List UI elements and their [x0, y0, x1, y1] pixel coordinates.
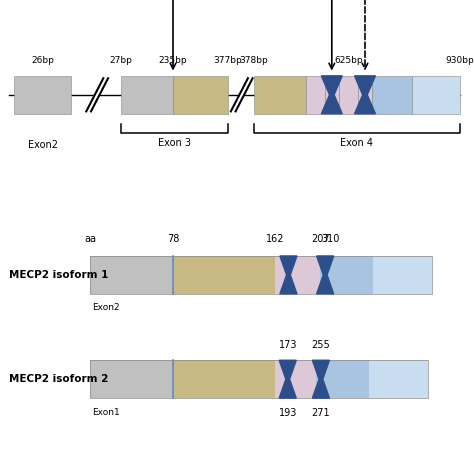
Bar — [320, 256, 330, 294]
Bar — [339, 76, 358, 114]
Text: 271: 271 — [311, 408, 330, 418]
Bar — [121, 76, 173, 114]
Text: 78: 78 — [167, 234, 179, 244]
Text: 255: 255 — [311, 340, 330, 350]
Text: MECP2 isoform 1: MECP2 isoform 1 — [9, 270, 109, 280]
Text: Exon 3: Exon 3 — [158, 138, 191, 148]
Bar — [90, 256, 173, 294]
Bar — [90, 360, 173, 398]
Text: 173: 173 — [278, 340, 297, 350]
Text: 235bp: 235bp — [159, 56, 187, 65]
Polygon shape — [317, 256, 334, 294]
Bar — [325, 76, 339, 114]
Bar — [326, 360, 369, 398]
Bar — [173, 256, 275, 294]
Bar — [306, 76, 325, 114]
Bar — [301, 360, 316, 398]
Text: 378bp: 378bp — [239, 56, 268, 65]
Text: Exon1: Exon1 — [92, 408, 120, 417]
Bar — [412, 76, 460, 114]
Text: 26bp: 26bp — [31, 56, 54, 65]
Polygon shape — [355, 76, 375, 114]
Bar — [302, 256, 320, 294]
Text: 310: 310 — [321, 234, 339, 244]
Bar — [254, 76, 306, 114]
Bar — [372, 76, 412, 114]
Text: Exon2: Exon2 — [27, 140, 58, 150]
Bar — [275, 360, 290, 398]
Bar — [275, 256, 292, 294]
Bar — [90, 360, 428, 398]
Bar — [90, 256, 432, 294]
Bar — [173, 76, 228, 114]
Text: 162: 162 — [265, 234, 284, 244]
Bar — [292, 256, 302, 294]
Text: 930bp: 930bp — [446, 56, 474, 65]
Text: 377bp: 377bp — [213, 56, 242, 65]
Bar — [373, 256, 432, 294]
Polygon shape — [280, 256, 297, 294]
Text: Exon 4: Exon 4 — [340, 138, 373, 148]
Text: 625bp: 625bp — [334, 56, 363, 65]
Text: 27bp: 27bp — [109, 56, 132, 65]
Bar — [316, 360, 326, 398]
Text: MECP2 isoform 2: MECP2 isoform 2 — [9, 374, 109, 384]
Text: Exon2: Exon2 — [92, 303, 120, 312]
Text: 193: 193 — [279, 408, 297, 418]
Bar — [173, 360, 275, 398]
Text: aa: aa — [84, 234, 96, 244]
Polygon shape — [279, 360, 296, 398]
Polygon shape — [312, 360, 329, 398]
Bar — [358, 76, 372, 114]
Polygon shape — [321, 76, 342, 114]
Text: 207: 207 — [311, 234, 330, 244]
Bar — [290, 360, 301, 398]
Bar — [369, 360, 428, 398]
Bar — [14, 76, 71, 114]
Bar — [330, 256, 373, 294]
